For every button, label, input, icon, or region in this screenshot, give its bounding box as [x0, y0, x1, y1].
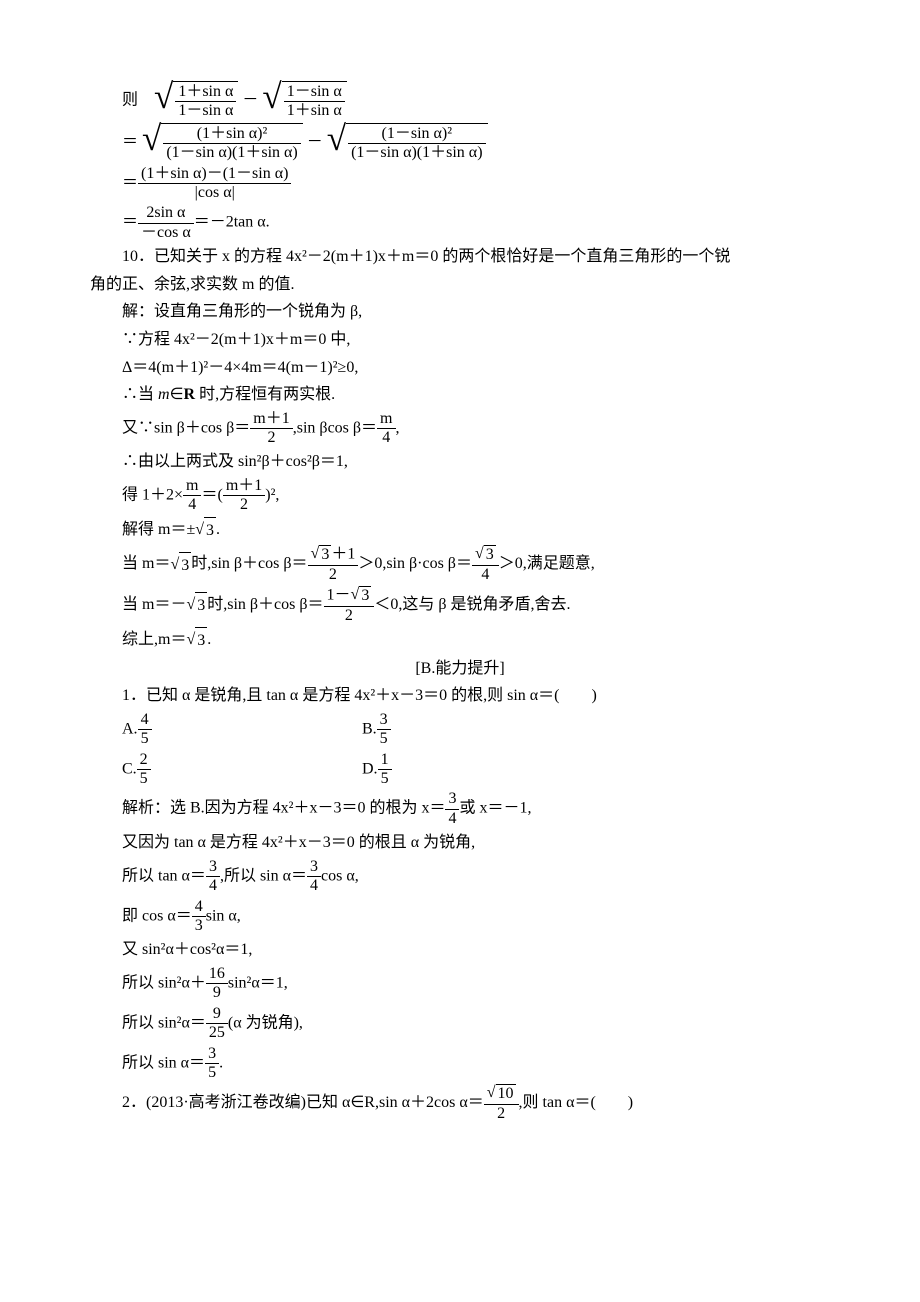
q10-sol-1: 解：设直角三角形的一个锐角为 β, — [90, 298, 830, 326]
q10-stem-line-1: 10．已知关于 x 的方程 4x²－2(m＋1)x＋m＝0 的两个根恰好是一个直… — [90, 243, 830, 271]
q1-options-row-1: A.45 B.35 — [90, 710, 830, 750]
q1-option-b: B.35 — [362, 711, 391, 749]
q10-sol-7: 得 1＋2×m4＝(m＋12)², — [90, 476, 830, 516]
q10-sol-9: 当 m＝√3时,sin β＋cos β＝√3＋12＞0,sin β·cos β＝… — [90, 544, 830, 585]
q2-stem: 2．(2013·高考浙江卷改编)已知 α∈R,sin α＋2cos α＝√102… — [90, 1083, 830, 1124]
q10-sol-8: 解得 m＝±√3. — [90, 516, 830, 545]
q1-options-row-2: C.25 D.15 — [90, 750, 830, 790]
deriv-line-3: ＝(1＋sin α)－(1－sin α)|cos α| — [90, 164, 830, 204]
q1-sol-2: 又因为 tan α 是方程 4x²＋x－3＝0 的根且 α 为锐角, — [90, 829, 830, 857]
sqrt-term-1: √ 1＋sin α1－sin α — [154, 81, 238, 121]
sqrt-term-2: √ 1－sin α1＋sin α — [262, 81, 346, 121]
q10-sol-11: 综上,m＝√3. — [90, 626, 830, 655]
q1-sol-1: 解析：选 B.因为方程 4x²＋x－3＝0 的根为 x＝34或 x＝－1, — [90, 789, 830, 829]
section-b-heading: [B.能力提升] — [90, 655, 830, 683]
deriv-line-2: ＝ √ (1＋sin α)²(1－sin α)(1＋sin α) － √ (1－… — [90, 122, 830, 164]
q10-sol-5: 又∵sin β＋cos β＝m＋12,sin βcos β＝m4, — [90, 409, 830, 449]
q1-sol-4: 即 cos α＝43sin α, — [90, 897, 830, 937]
q1-sol-3: 所以 tan α＝34,所以 sin α＝34cos α, — [90, 857, 830, 897]
q1-option-d: D.15 — [362, 751, 392, 789]
q10-stem-line-2: 角的正、余弦,求实数 m 的值. — [90, 271, 830, 299]
q10-sol-2: ∵方程 4x²－2(m＋1)x＋m＝0 中, — [90, 326, 830, 354]
q10-sol-3: Δ＝4(m＋1)²－4×4m＝4(m－1)²≥0, — [90, 354, 830, 382]
deriv-line-1: 则 √ 1＋sin α1－sin α － √ 1－sin α1＋sin α — [90, 80, 830, 122]
q1-sol-8: 所以 sin α＝35. — [90, 1044, 830, 1084]
deriv-line-4: ＝2sin α－cos α＝－2tan α. — [90, 203, 830, 243]
sqrt-expanded-1: √ (1＋sin α)²(1－sin α)(1＋sin α) — [142, 123, 303, 163]
q10-sol-4: ∴当 m∈R 时,方程恒有两实根. — [90, 381, 830, 409]
q1-sol-7: 所以 sin²α＝925(α 为锐角), — [90, 1004, 830, 1044]
fraction: (1＋sin α)－(1－sin α)|cos α| — [138, 165, 291, 203]
text: 则 — [122, 92, 138, 109]
q10-sol-6: ∴由以上两式及 sin²β＋cos²β＝1, — [90, 448, 830, 476]
fraction: 2sin α－cos α — [138, 204, 194, 242]
q1-option-c: C.25 — [122, 751, 362, 789]
q10-sol-10: 当 m＝－√3时,sin β＋cos β＝1－√32＜0,这与 β 是锐角矛盾,… — [90, 585, 830, 626]
q1-sol-5: 又 sin²α＋cos²α＝1, — [90, 936, 830, 964]
q1-stem: 1．已知 α 是锐角,且 tan α 是方程 4x²＋x－3＝0 的根,则 si… — [90, 682, 830, 710]
q1-sol-6: 所以 sin²α＋169sin²α＝1, — [90, 964, 830, 1004]
sqrt-expanded-2: √ (1－sin α)²(1－sin α)(1＋sin α) — [327, 123, 488, 163]
q1-option-a: A.45 — [122, 711, 362, 749]
